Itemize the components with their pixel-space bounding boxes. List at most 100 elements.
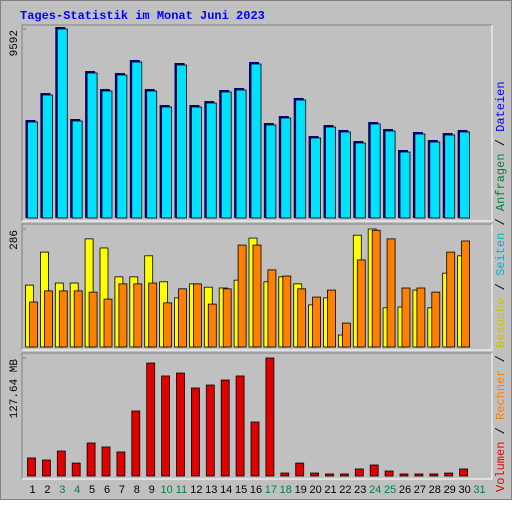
- x-tick-label: 6: [104, 484, 110, 496]
- bar: [267, 269, 277, 348]
- panel-border: [21, 24, 492, 221]
- bar: [354, 468, 364, 477]
- x-tick-label: 15: [235, 484, 247, 496]
- y-tick-label: 127.64 MB: [9, 359, 21, 419]
- bar: [235, 375, 245, 477]
- x-tick-label: 23: [354, 484, 366, 496]
- bar: [280, 472, 290, 477]
- bar: [192, 283, 202, 348]
- bar: [310, 472, 320, 477]
- bar: [414, 133, 426, 219]
- panel-border: [21, 223, 492, 350]
- bar: [339, 131, 351, 219]
- bar: [282, 275, 292, 348]
- legend-separator: /: [494, 132, 508, 154]
- x-tick-label: 19: [295, 484, 307, 496]
- bar: [205, 384, 215, 477]
- bar: [42, 94, 53, 219]
- bar: [384, 130, 396, 219]
- bar: [27, 457, 36, 477]
- x-tick-label: 30: [458, 484, 470, 496]
- bar: [56, 450, 66, 477]
- bar: [297, 288, 307, 348]
- bar: [339, 473, 349, 477]
- bar: [101, 90, 113, 219]
- bar: [148, 282, 158, 348]
- bar: [235, 89, 247, 219]
- bar: [371, 229, 381, 348]
- bar: [88, 291, 98, 348]
- bar: [176, 372, 185, 477]
- x-tick-label: 12: [190, 484, 202, 496]
- x-tick-label: 16: [250, 484, 262, 496]
- bar: [163, 302, 173, 348]
- x-tick-label: 29: [444, 484, 456, 496]
- bar: [384, 470, 394, 477]
- bar: [459, 131, 471, 219]
- bar: [429, 141, 441, 219]
- bar: [325, 126, 336, 219]
- bar: [161, 106, 173, 219]
- x-tick-label: 7: [119, 484, 125, 496]
- x-tick-label: 26: [399, 484, 411, 496]
- bar: [56, 28, 68, 219]
- legend: Volumen / Rechner / Besuche / Seiten / A…: [494, 81, 508, 492]
- bar: [73, 290, 83, 348]
- x-tick-label: 1: [29, 484, 35, 496]
- panel-border: [22, 25, 493, 222]
- bar: [431, 291, 441, 348]
- x-tick-label: 17: [265, 484, 277, 496]
- bar: [252, 244, 262, 348]
- bar: [386, 238, 396, 348]
- bar: [369, 123, 381, 219]
- x-tick-label: 22: [339, 484, 351, 496]
- bar: [205, 102, 217, 219]
- bar: [310, 137, 322, 219]
- bar: [131, 410, 141, 477]
- bar: [327, 289, 336, 348]
- bar: [176, 64, 187, 219]
- bar: [295, 99, 307, 219]
- bar: [133, 283, 143, 348]
- bar: [354, 142, 366, 219]
- x-tick-label: 8: [134, 484, 140, 496]
- bar: [356, 259, 366, 348]
- bar: [190, 387, 200, 477]
- bar: [101, 446, 111, 477]
- bar: [461, 240, 471, 348]
- legend-entry: Rechner: [494, 370, 508, 420]
- bar: [250, 421, 260, 477]
- chart-title: Tages-Statistik im Monat Juni 2023: [20, 9, 265, 23]
- bar: [414, 473, 424, 477]
- bar: [220, 91, 232, 219]
- legend-separator: /: [494, 276, 508, 298]
- panel-border: [22, 224, 493, 351]
- bar: [161, 375, 171, 477]
- x-tick-label: 10: [160, 484, 172, 496]
- bar: [341, 322, 351, 348]
- bar: [86, 72, 98, 219]
- legend-entry: Dateien: [494, 81, 508, 131]
- y-tick-label: 9592: [9, 30, 21, 56]
- legend-separator: /: [494, 420, 508, 442]
- x-tick-label: 28: [429, 484, 441, 496]
- bar: [399, 473, 409, 477]
- x-tick-label: 13: [205, 484, 217, 496]
- bar: [207, 303, 217, 348]
- legend-separator: /: [494, 211, 508, 233]
- bar: [444, 472, 454, 477]
- bar: [325, 473, 334, 477]
- bar: [222, 288, 232, 348]
- x-tick-label: 9: [149, 484, 155, 496]
- legend-entry: Anfragen: [494, 153, 508, 211]
- bar: [399, 151, 411, 219]
- bar: [71, 120, 83, 219]
- bar: [444, 134, 456, 219]
- x-tick-label: 21: [324, 484, 336, 496]
- x-tick-label: 31: [473, 484, 485, 496]
- bar: [86, 442, 96, 477]
- bar: [42, 459, 51, 477]
- panel-border: [22, 353, 493, 480]
- bar: [220, 379, 230, 477]
- bar: [178, 288, 187, 348]
